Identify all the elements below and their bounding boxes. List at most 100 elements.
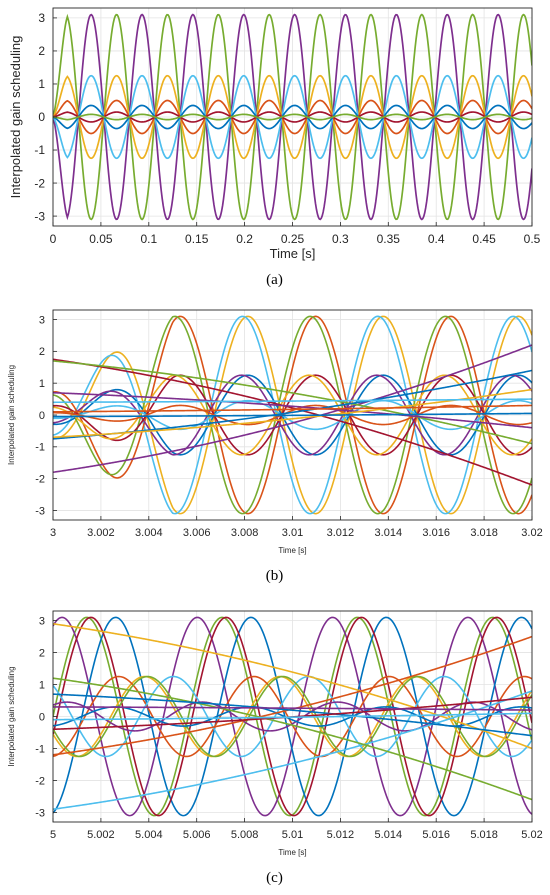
series-group xyxy=(53,616,532,817)
trend-line xyxy=(53,693,532,737)
y-tick-label: 2 xyxy=(39,346,45,358)
x-tick-label: 0 xyxy=(50,232,57,246)
trend-line xyxy=(53,360,532,445)
y-tick-label: 0 xyxy=(39,711,45,723)
x-tick-label: 3.02 xyxy=(521,527,542,539)
series-line xyxy=(53,374,532,456)
subfigure-caption: (b) xyxy=(266,568,284,584)
trend-line xyxy=(53,344,532,474)
x-tick-label: 3.006 xyxy=(183,527,211,539)
trend-line xyxy=(53,358,532,486)
subfigure-caption: (a) xyxy=(266,272,283,288)
y-tick-label: 3 xyxy=(38,11,45,25)
series-line xyxy=(53,374,532,456)
y-tick-label: 3 xyxy=(39,314,45,326)
y-tick-label: -3 xyxy=(35,807,45,819)
x-tick-label: 3 xyxy=(50,527,56,539)
y-axis-label: Interpolated gain scheduling xyxy=(8,36,23,199)
series-line xyxy=(53,104,532,130)
x-tick-label: 0.15 xyxy=(185,232,209,246)
series-line xyxy=(53,616,532,817)
series-line xyxy=(53,74,532,160)
y-axis-label: Interpolated gain scheduling xyxy=(7,365,16,465)
series-line xyxy=(53,74,532,160)
series-line xyxy=(53,111,532,123)
x-axis-label: Time [s] xyxy=(278,546,306,555)
x-tick-label: 5.008 xyxy=(231,829,259,841)
x-tick-label: 3.008 xyxy=(231,527,259,539)
x-axis-label: Time [s] xyxy=(278,848,306,857)
series-line xyxy=(53,675,532,758)
series-line xyxy=(53,315,532,515)
x-tick-label: 0.3 xyxy=(332,232,349,246)
y-tick-label: -2 xyxy=(35,775,45,787)
x-tick-label: 0.4 xyxy=(428,232,445,246)
x-tick-label: 0.5 xyxy=(524,232,541,246)
y-tick-label: -1 xyxy=(35,743,45,755)
x-tick-label: 0.35 xyxy=(377,232,401,246)
x-tick-label: 3.014 xyxy=(375,527,403,539)
series-line xyxy=(53,616,532,817)
series-line xyxy=(53,13,532,221)
y-tick-label: -2 xyxy=(34,176,45,190)
x-tick-label: 5.01 xyxy=(282,829,303,841)
x-tick-label: 5.014 xyxy=(375,829,403,841)
chart-b: 3 3.002 3.004 3.006 3.008 3.01 3.012 3.014 3.016… xyxy=(7,309,543,584)
x-tick-label: 3.018 xyxy=(470,527,498,539)
x-tick-label: 3.016 xyxy=(422,527,450,539)
series-line xyxy=(53,701,532,732)
y-tick-label: -2 xyxy=(35,473,45,485)
series-line xyxy=(53,616,532,817)
series-line xyxy=(53,675,532,758)
trend-line xyxy=(53,412,532,418)
y-axis-label: Interpolated gain scheduling xyxy=(7,666,16,766)
y-tick-label: 2 xyxy=(39,647,45,659)
series-group xyxy=(53,315,532,515)
y-tick-label: 2 xyxy=(38,44,45,58)
trend-line xyxy=(53,690,532,811)
trend-line xyxy=(53,391,532,429)
y-tick-label: 0 xyxy=(39,410,45,422)
x-tick-label: 5.012 xyxy=(327,829,355,841)
x-tick-label: 3.012 xyxy=(327,527,355,539)
trend-line xyxy=(53,622,532,750)
series-line xyxy=(53,315,532,515)
series-line xyxy=(53,113,532,121)
chart-c: 5 5.002 5.004 5.006 5.008 5.01 5.012 5.014 5.016… xyxy=(7,610,543,886)
x-tick-label: 3.002 xyxy=(87,527,115,539)
series-line xyxy=(53,99,532,135)
series-line xyxy=(53,675,532,758)
y-tick-label: -3 xyxy=(35,505,45,517)
trend-line xyxy=(53,677,532,801)
series-line xyxy=(53,13,532,221)
x-tick-label: 5.004 xyxy=(135,829,163,841)
series-line xyxy=(53,404,532,426)
x-tick-label: 3.004 xyxy=(135,527,163,539)
x-tick-label: 5.02 xyxy=(521,829,542,841)
trend-line xyxy=(53,398,532,404)
y-tick-label: 1 xyxy=(38,77,45,91)
series-line xyxy=(53,315,532,515)
x-tick-label: 5.018 xyxy=(470,829,498,841)
trend-line xyxy=(53,635,532,756)
x-tick-label: 0.45 xyxy=(472,232,496,246)
x-tick-label: 0.2 xyxy=(236,232,253,246)
x-tick-label: 5.006 xyxy=(183,829,211,841)
trend-line xyxy=(53,404,532,413)
x-tick-label: 5.016 xyxy=(422,829,450,841)
series-group xyxy=(53,13,532,221)
y-tick-label: 1 xyxy=(39,679,45,691)
x-tick-label: 0.1 xyxy=(140,232,157,246)
y-tick-label: -3 xyxy=(34,209,45,223)
y-tick-label: -1 xyxy=(34,143,45,157)
x-tick-label: 3.01 xyxy=(282,527,303,539)
subfigure-caption: (c) xyxy=(266,870,283,886)
series-line xyxy=(53,399,532,431)
y-tick-label: 0 xyxy=(38,110,45,124)
chart-a: 0 0.05 0.1 0.15 0.2 0.25 0.3 0.35 0.4 0.45 0.5 -3 -2… xyxy=(8,7,541,288)
trend-line xyxy=(53,712,532,721)
x-axis-label: Time [s] xyxy=(270,246,316,261)
x-tick-label: 0.05 xyxy=(89,232,113,246)
